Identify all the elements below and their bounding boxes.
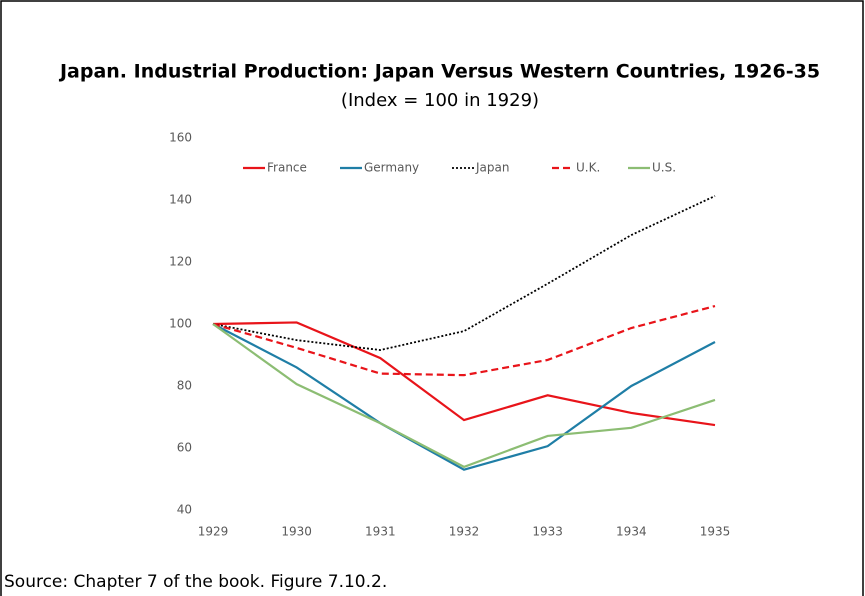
x-tick-label: 1930 [281,525,312,539]
x-tick-label: 1932 [449,525,480,539]
x-tick-label: 1934 [616,525,647,539]
series-line [212,195,716,351]
series-line [212,304,716,377]
legend-label: U.K. [576,161,600,175]
legend-label: Germany [364,161,419,175]
x-tick-label: 1929 [198,525,229,539]
legend-label: U.S. [652,161,676,175]
y-tick-label: 100 [169,317,192,331]
source-note: Source: Chapter 7 of the book. Figure 7.… [4,572,387,592]
x-tick-label: 1931 [365,525,396,539]
y-tick-label: 40 [177,503,192,517]
y-tick-label: 120 [169,255,192,269]
y-tick-label: 60 [177,441,192,455]
series-line [212,323,716,471]
chart-subtitle: (Index = 100 in 1929) [341,90,539,111]
legend-label: France [267,161,307,175]
y-tick-label: 140 [169,193,192,207]
x-tick-label: 1933 [532,525,563,539]
series-line [212,321,716,427]
y-tick-label: 80 [177,379,192,393]
series-line [212,323,716,469]
x-tick-label: 1935 [700,525,731,539]
legend-label: Japan [475,161,509,175]
chart-title: Japan. Industrial Production: Japan Vers… [58,61,820,83]
y-tick-label: 160 [169,131,192,145]
